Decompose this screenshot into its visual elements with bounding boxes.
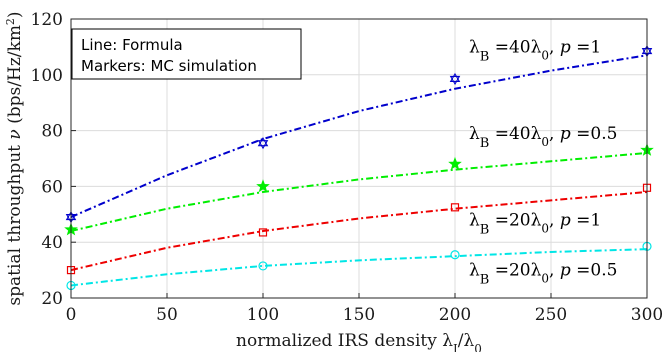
series-lines: [70, 54, 648, 287]
y-tick-label: 60: [41, 177, 63, 197]
legend-line-mc: Markers: MC simulation: [81, 57, 257, 75]
x-tick-label: 100: [247, 305, 279, 325]
x-tick-label: 150: [343, 305, 375, 325]
series-line-3: [70, 248, 648, 287]
x-tick-label: 250: [535, 305, 567, 325]
y-tick-label: 120: [31, 10, 63, 30]
x-axis-label: normalized IRS density λI/λ0: [236, 331, 482, 352]
x-tick-label: 300: [631, 305, 662, 325]
mc-marker-3: [258, 261, 268, 271]
mc-marker-0: [449, 72, 461, 86]
mc-marker-3: [450, 250, 460, 260]
legend-box: Line: Formula Markers: MC simulation: [71, 28, 302, 80]
x-tick-label: 50: [156, 305, 178, 325]
series-line-1: [70, 151, 648, 233]
legend-line-formula: Line: Formula: [81, 36, 183, 54]
mc-marker-0: [257, 137, 269, 150]
x-tick-label: 200: [439, 305, 471, 325]
series-annotation-0: λB =40λ0, p =1: [469, 37, 601, 64]
mc-marker-2: [450, 203, 460, 212]
series-annotation-1: λB =40λ0, p =0.5: [469, 124, 617, 151]
mc-marker-1: [448, 156, 462, 170]
series-line-2: [70, 190, 648, 272]
legend-frame: [71, 28, 302, 80]
tick-labels: 0 50 100 150 200 250 300 20 40 60 80 100 120: [31, 10, 662, 325]
y-tick-label: 80: [41, 122, 63, 142]
series-annotation-2: λB =20λ0, p =1: [469, 210, 601, 237]
y-tick-label: 40: [41, 233, 63, 253]
series-annotation-3: λB =20λ0, p =0.5: [469, 261, 617, 288]
y-tick-label: 100: [31, 66, 63, 86]
series-annotations: λB =40λ0, p =1 λB =40λ0, p =0.5 λB =20λ0, …: [469, 37, 617, 287]
mc-marker-2: [258, 228, 268, 237]
x-tick-label: 0: [66, 305, 77, 325]
y-tick-label: 20: [41, 289, 63, 309]
mc-marker-1: [256, 179, 270, 193]
y-axis-label: spatial throughput ν (bps/Hz/km2): [4, 11, 26, 305]
